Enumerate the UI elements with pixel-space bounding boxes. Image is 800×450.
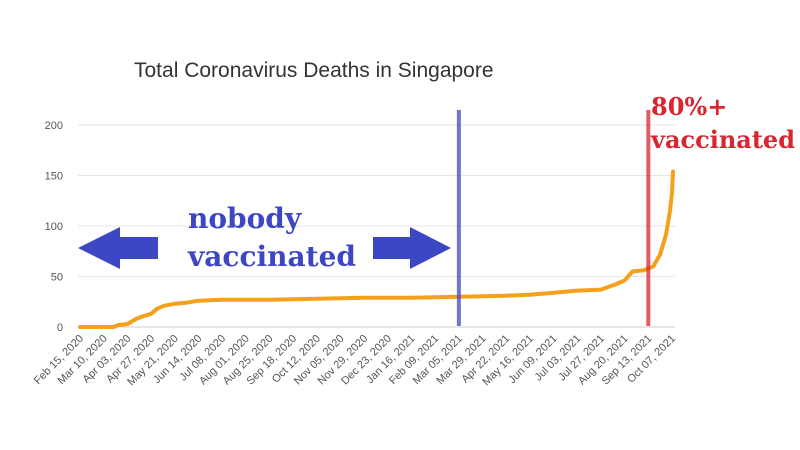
- eighty-percent-label: 80%+: [651, 92, 727, 121]
- gridlines: [78, 124, 675, 328]
- y-tick-label-150: 150: [45, 171, 63, 183]
- chart-title: Total Coronavirus Deaths in Singapore: [134, 59, 494, 82]
- right-arrow-icon: [373, 227, 451, 269]
- y-axis-ticks: 0 50 100 150 200: [45, 120, 63, 334]
- y-tick-label-100: 100: [45, 221, 63, 233]
- nobody-vaccinated-label: vaccinated: [187, 240, 356, 273]
- nobody-label: nobody: [188, 202, 302, 235]
- y-tick-label-200: 200: [45, 120, 63, 132]
- annotation-arrows: [78, 227, 451, 269]
- vaccinated-label: vaccinated: [650, 125, 795, 154]
- y-tick-label-0: 0: [57, 322, 63, 334]
- left-arrow-icon: [78, 227, 158, 269]
- y-tick-label-50: 50: [51, 272, 63, 284]
- vaccination-markers: [456, 110, 651, 326]
